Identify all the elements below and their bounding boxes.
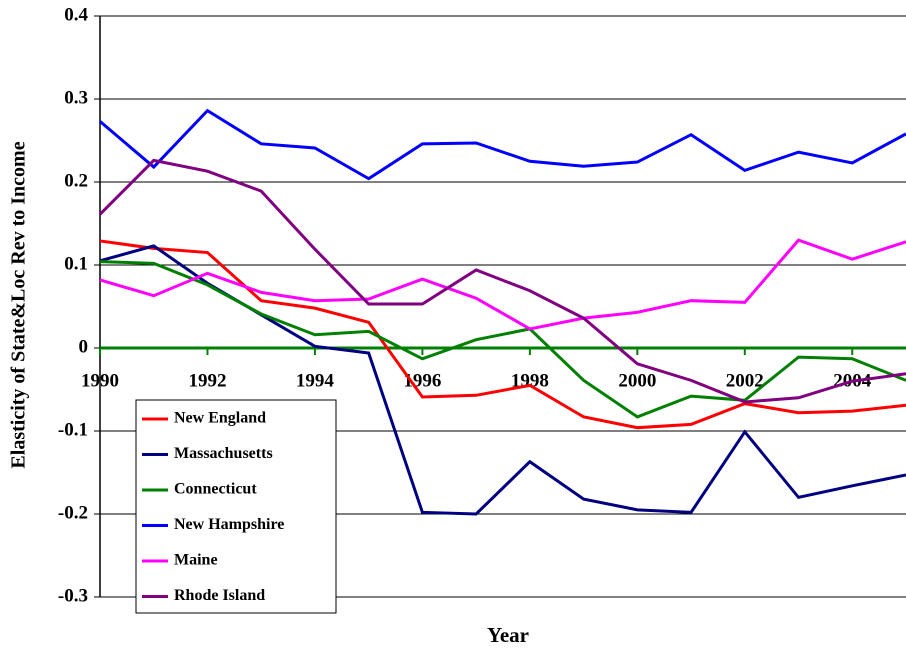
legend-label: Connecticut — [174, 481, 257, 498]
x-tick-label: 1992 — [188, 370, 226, 391]
x-axis-label: Year — [487, 623, 529, 647]
y-tick-label: 0.3 — [64, 87, 88, 108]
y-tick-label: -0.1 — [58, 419, 88, 440]
series-line — [98, 158, 906, 404]
x-tick-label: 2002 — [726, 370, 764, 391]
x-tick-label: 1994 — [296, 370, 335, 391]
series-line — [99, 239, 906, 430]
series-line — [99, 108, 906, 181]
legend-label: Rhode Island — [174, 587, 265, 604]
series-line — [99, 260, 906, 419]
y-axis-label: Elasticity of State&Loc Rev to Income — [8, 141, 30, 468]
y-tick-label: 0.1 — [64, 253, 88, 274]
y-tick-label: -0.3 — [58, 585, 88, 606]
y-tick-label: 0 — [79, 336, 89, 357]
x-tick-label: 1990 — [81, 370, 119, 391]
legend-label: Maine — [174, 552, 218, 569]
legend-label: New England — [174, 410, 266, 427]
y-tick-label: -0.2 — [58, 502, 88, 523]
y-tick-label: 0.2 — [64, 170, 88, 191]
legend-box — [135, 399, 337, 614]
y-tick-label: 0.4 — [64, 4, 88, 25]
legend-label: New Hampshire — [174, 516, 284, 533]
x-tick-label: 2000 — [618, 370, 656, 391]
series-line — [99, 238, 906, 331]
legend-label: Massachusetts — [174, 445, 273, 462]
